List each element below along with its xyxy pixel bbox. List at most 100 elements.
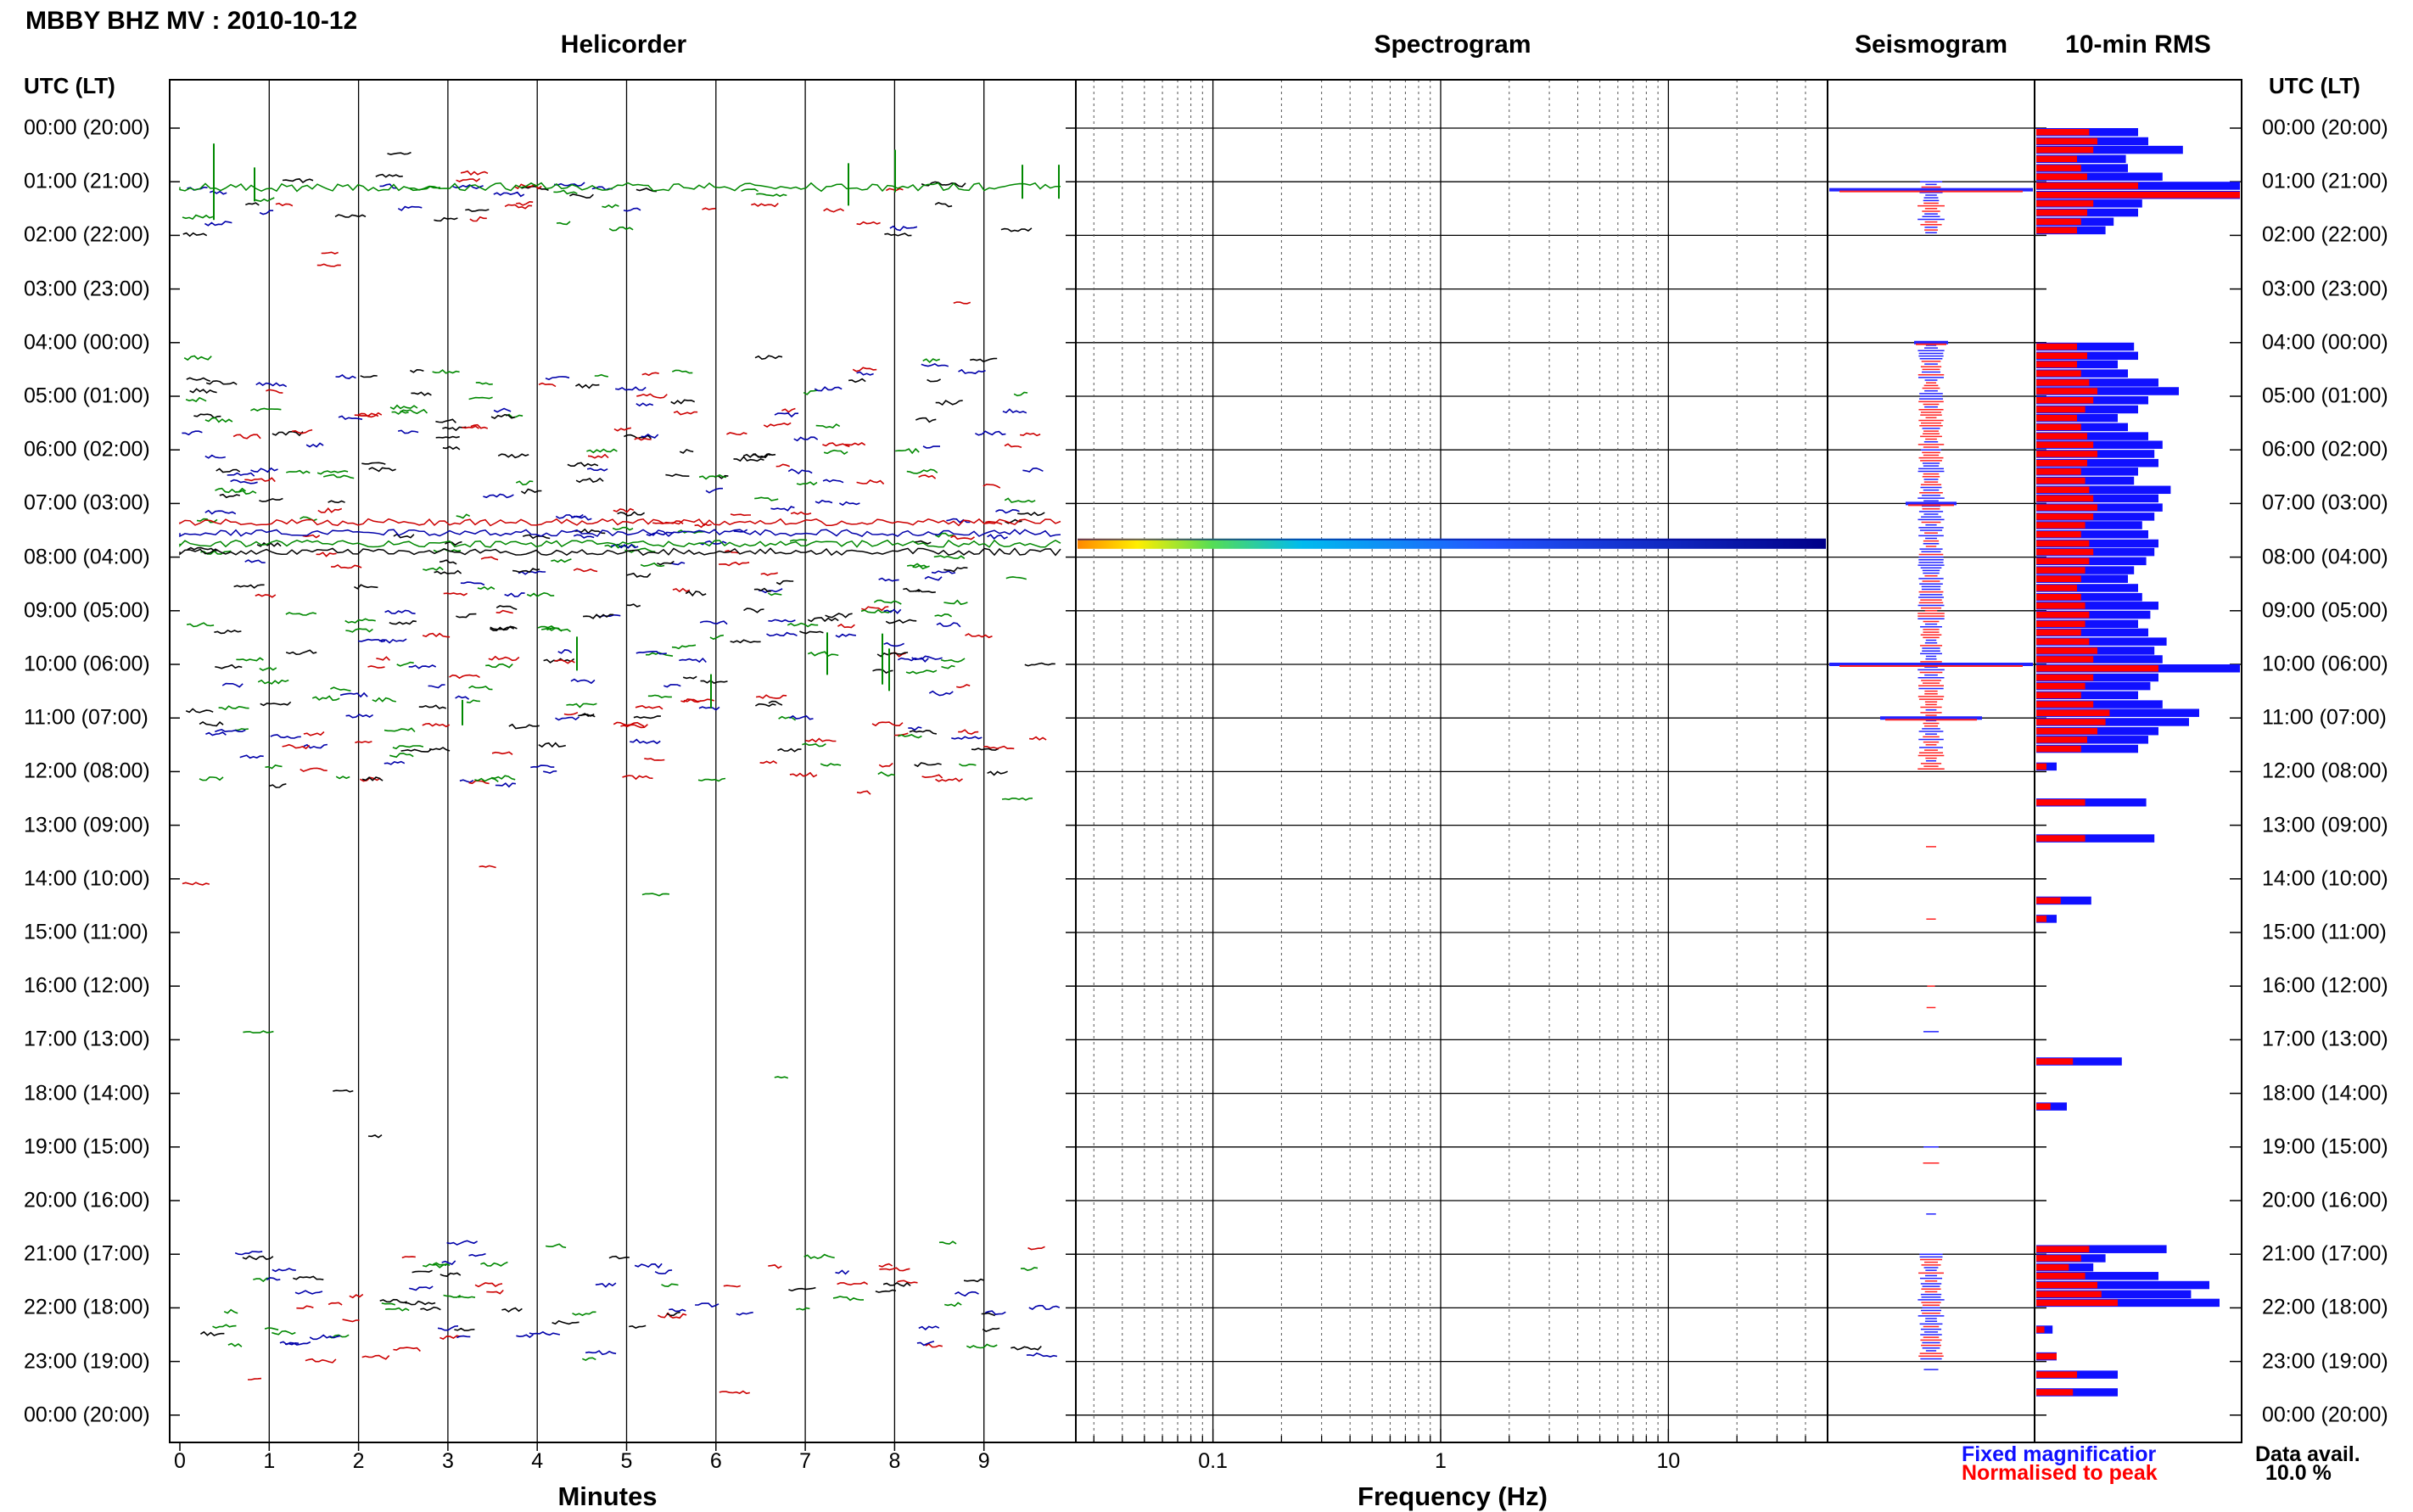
rms-bar-normalised: [2036, 379, 2090, 386]
helicorder-trace-segment: [879, 1267, 910, 1272]
helicorder-trace-segment: [837, 1281, 869, 1286]
helicorder-trace-segment: [490, 413, 516, 420]
helicorder-trace-segment: [814, 386, 843, 392]
helicorder-trace-segment: [767, 592, 782, 596]
rms-bar-normalised: [2036, 397, 2094, 404]
helicorder-trace-segment: [586, 448, 618, 454]
rms-bar-normalised: [2036, 477, 2085, 484]
helicorder-trace-segment: [389, 620, 417, 625]
helicorder-trace-segment: [644, 758, 665, 761]
helicorder-trace-segment: [491, 751, 513, 755]
helicorder-trace-segment: [608, 226, 634, 232]
helicorder-trace-segment: [702, 207, 716, 210]
helicorder-trace-segment: [777, 748, 802, 753]
helicorder-trace-segment: [1024, 662, 1055, 667]
helicorder-trace-segment: [959, 763, 977, 767]
time-label-right: 08:00 (04:00): [2262, 545, 2388, 569]
rms-bar-fixed: [2036, 172, 2163, 181]
helicorder-trace-segment: [270, 734, 301, 739]
helicorder-trace-segment: [491, 775, 516, 781]
helicorder-trace-segment: [361, 1354, 390, 1360]
time-label-right: 16:00 (12:00): [2262, 973, 2388, 998]
rms-bar-normalised: [2036, 1103, 2051, 1110]
helicorder-trace-segment: [193, 413, 221, 419]
helicorder-trace-segment: [405, 1300, 436, 1306]
helicorder-trace-segment: [657, 560, 675, 566]
helicorder-trace-segment: [286, 469, 311, 474]
rms-bar-fixed: [2036, 440, 2163, 449]
helicorder-trace-segment: [1027, 1246, 1045, 1251]
helicorder-trace-segment: [608, 1255, 630, 1260]
helicorder-trace-segment: [397, 205, 423, 211]
helicorder-trace-segment: [223, 1308, 238, 1314]
helicorder-trace-segment: [871, 721, 904, 727]
helicorder-trace-segment: [443, 592, 468, 596]
time-label-right: 01:00 (21:00): [2262, 169, 2388, 193]
time-label-right: 09:00 (05:00): [2262, 598, 2388, 623]
legend-fixed-magnification: Fixed magnificatior: [1962, 1442, 2157, 1466]
rms-bar-normalised: [2036, 1326, 2045, 1333]
helicorder-trace-segment: [266, 389, 283, 394]
helicorder-trace-segment: [950, 535, 975, 540]
helicorder-trace-segment: [938, 1240, 957, 1245]
helicorder-trace-segment: [944, 1302, 962, 1308]
rms-bar-fixed: [2036, 342, 2135, 351]
helicorder-trace-segment: [1005, 518, 1022, 524]
rms-bar-fixed: [2036, 628, 2148, 637]
helicorder-trace-segment: [441, 1260, 456, 1265]
helicorder-trace-segment: [282, 743, 311, 750]
helicorder-trace-segment: [518, 570, 546, 575]
helicorder-trace-segment: [1011, 1346, 1042, 1351]
helicorder-trace-segment: [516, 200, 534, 206]
helicorder-trace-segment: [832, 1296, 865, 1302]
helicorder-trace-segment: [331, 563, 362, 569]
time-label-left: 04:00 (00:00): [24, 330, 150, 355]
rms-bar-normalised: [2036, 388, 2097, 395]
rms-bar-fixed: [2036, 503, 2163, 512]
time-label-right: 15:00 (11:00): [2262, 920, 2387, 944]
time-label-right: 17:00 (13:00): [2262, 1027, 2388, 1051]
rms-bar-normalised: [2036, 441, 2094, 448]
helicorder-trace-segment: [802, 742, 826, 748]
helicorder-trace-segment: [393, 1347, 421, 1352]
time-label-right: 00:00 (20:00): [2262, 1403, 2388, 1427]
helicorder-trace-segment: [272, 1330, 296, 1336]
rms-bar-fixed: [2036, 164, 2128, 172]
helicorder-trace-segment: [965, 633, 993, 639]
helicorder-trace-segment: [956, 684, 971, 689]
helicorder-trace-segment: [743, 608, 764, 613]
rms-bar-normalised: [2036, 665, 2158, 672]
helicorder-trace-segment: [963, 1278, 985, 1283]
helicorder-trace-segment: [924, 575, 943, 581]
helicorder-trace-segment: [918, 1325, 940, 1330]
helicorder-trace-segment: [935, 400, 963, 406]
helicorder-trace-segment: [679, 448, 694, 454]
helicorder-trace-segment: [878, 762, 893, 768]
rms-bar-normalised: [2036, 495, 2094, 502]
helicorder-trace-segment: [882, 1282, 911, 1287]
helicorder-trace-segment: [305, 1358, 337, 1364]
helicorder-trace-segment: [349, 1293, 364, 1299]
helicorder-trace-segment: [443, 1294, 461, 1298]
rms-bar-normalised: [2036, 620, 2085, 628]
helicorder-trace-segment: [673, 410, 698, 416]
helicorder-trace-segment: [1029, 736, 1047, 741]
spectrogram-tick-label: 10: [1656, 1449, 1681, 1473]
helicorder-tick-label: 0: [174, 1449, 186, 1473]
helicorder-trace-segment: [774, 1076, 789, 1079]
helicorder-trace-segment: [292, 428, 313, 434]
helicorder-tick-label: 1: [263, 1449, 276, 1473]
helicorder-trace-segment: [300, 516, 317, 522]
helicorder-trace-segment: [700, 680, 728, 684]
helicorder-trace-segment: [385, 1307, 410, 1312]
time-label-left: 10:00 (06:00): [24, 652, 150, 676]
helicorder-trace-segment: [204, 454, 226, 459]
helicorder-trace-segment: [360, 374, 378, 378]
helicorder-trace-segment: [227, 1342, 243, 1347]
helicorder-trace-segment: [844, 441, 866, 446]
helicorder-trace-segment: [661, 1283, 679, 1288]
rms-bar-fixed: [2036, 530, 2148, 539]
helicorder-trace-segment: [296, 1305, 314, 1309]
helicorder-trace-segment: [922, 445, 941, 449]
helicorder-trace-segment: [730, 639, 761, 644]
